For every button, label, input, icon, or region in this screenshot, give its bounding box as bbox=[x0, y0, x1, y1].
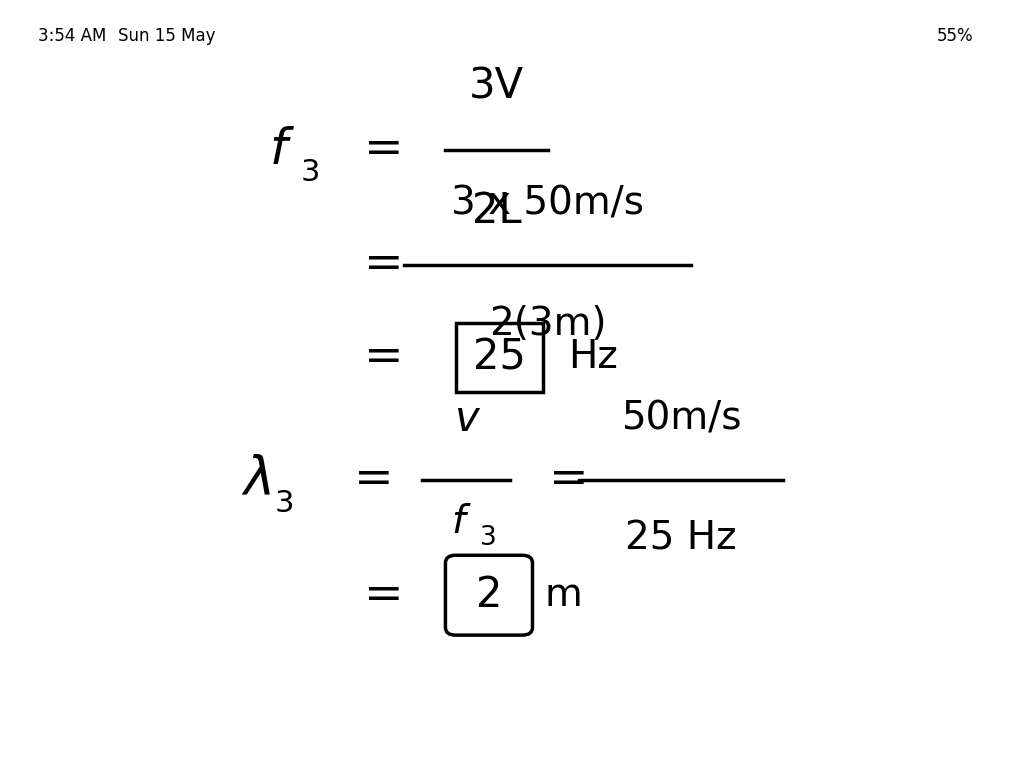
Text: m: m bbox=[545, 576, 583, 614]
Text: 3V: 3V bbox=[469, 65, 524, 108]
Text: 2: 2 bbox=[476, 574, 502, 616]
FancyBboxPatch shape bbox=[445, 555, 532, 635]
Text: =: = bbox=[365, 573, 403, 617]
Text: 55%: 55% bbox=[937, 27, 974, 45]
Text: 3: 3 bbox=[480, 525, 497, 551]
Text: $f$: $f$ bbox=[268, 126, 295, 174]
Text: =: = bbox=[365, 243, 403, 287]
Text: 3 x 50m/s: 3 x 50m/s bbox=[452, 185, 644, 223]
Text: =: = bbox=[354, 458, 393, 502]
Text: 25 Hz: 25 Hz bbox=[626, 520, 736, 558]
Text: v: v bbox=[454, 398, 478, 440]
Text: 2(3m): 2(3m) bbox=[489, 305, 606, 343]
Text: =: = bbox=[549, 458, 588, 502]
Text: $f$: $f$ bbox=[451, 503, 471, 541]
Text: =: = bbox=[365, 127, 403, 172]
Text: 25: 25 bbox=[473, 336, 525, 378]
Text: 3: 3 bbox=[274, 488, 295, 518]
Bar bbox=[456, 323, 543, 392]
Text: 50m/s: 50m/s bbox=[621, 400, 741, 438]
Text: $\lambda$: $\lambda$ bbox=[241, 454, 271, 506]
Text: Hz: Hz bbox=[568, 338, 618, 376]
Text: 2L: 2L bbox=[472, 190, 521, 232]
Text: =: = bbox=[365, 335, 403, 379]
Text: 3: 3 bbox=[300, 158, 321, 187]
Text: Sun 15 May: Sun 15 May bbox=[118, 27, 215, 45]
Text: 3:54 AM: 3:54 AM bbox=[38, 27, 106, 45]
